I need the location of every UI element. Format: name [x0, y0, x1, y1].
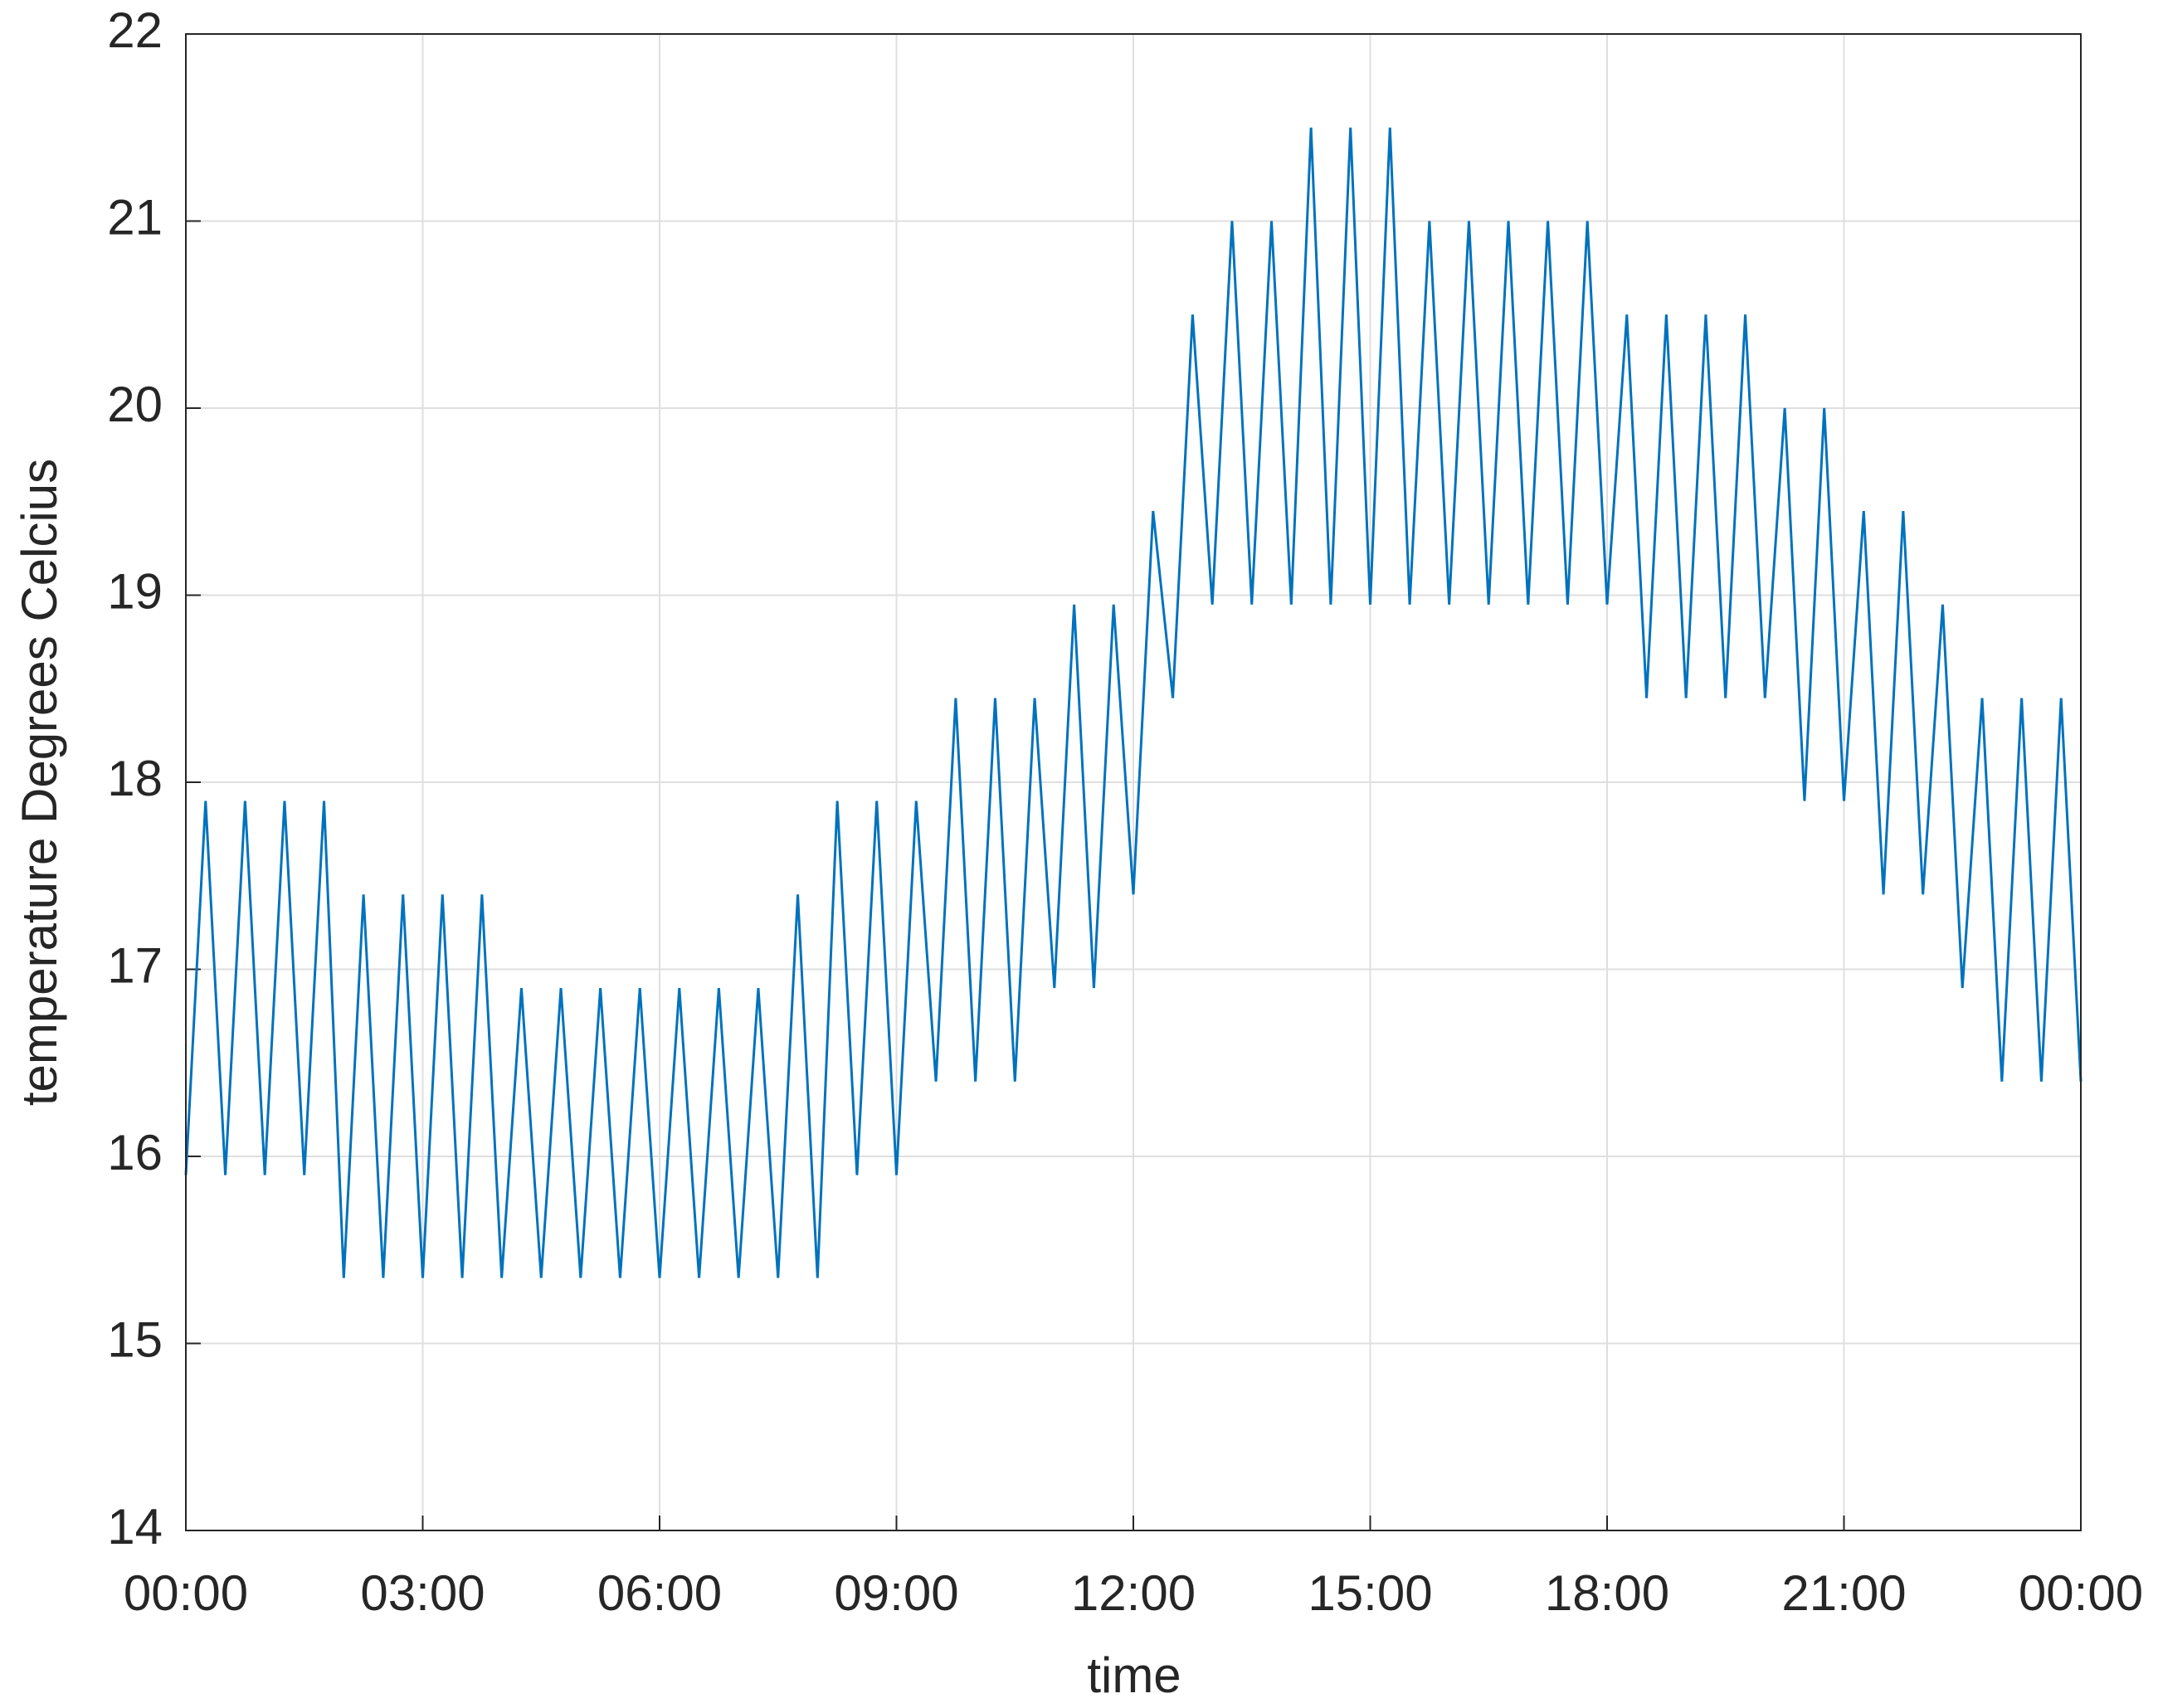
x-tick-label: 15:00	[1308, 1565, 1432, 1621]
x-axis-label: time	[1087, 1647, 1181, 1703]
x-tick-label: 09:00	[834, 1565, 958, 1621]
axes-box	[185, 33, 2082, 1531]
y-tick-label: 17	[107, 937, 163, 993]
y-axis-label: temperature Degrees Celcius	[12, 459, 67, 1106]
y-tick-label: 19	[107, 563, 163, 619]
y-tick-label: 22	[107, 2, 163, 58]
y-tick-label: 20	[107, 377, 163, 432]
x-tick-label: 18:00	[1545, 1565, 1669, 1621]
y-tick-label: 21	[107, 189, 163, 245]
y-tick-label: 18	[107, 751, 163, 806]
y-tick-label: 14	[107, 1499, 163, 1555]
x-tick-label: 06:00	[597, 1565, 722, 1621]
x-tick-label: 12:00	[1071, 1565, 1196, 1621]
x-tick-label: 00:00	[2019, 1565, 2143, 1621]
x-tick-label: 21:00	[1781, 1565, 1906, 1621]
data-line	[184, 127, 2082, 1278]
y-tick-label: 16	[107, 1125, 163, 1180]
x-tick-label: 03:00	[360, 1565, 485, 1621]
y-tick-label: 15	[107, 1311, 163, 1367]
x-tick-label: 00:00	[124, 1565, 248, 1621]
